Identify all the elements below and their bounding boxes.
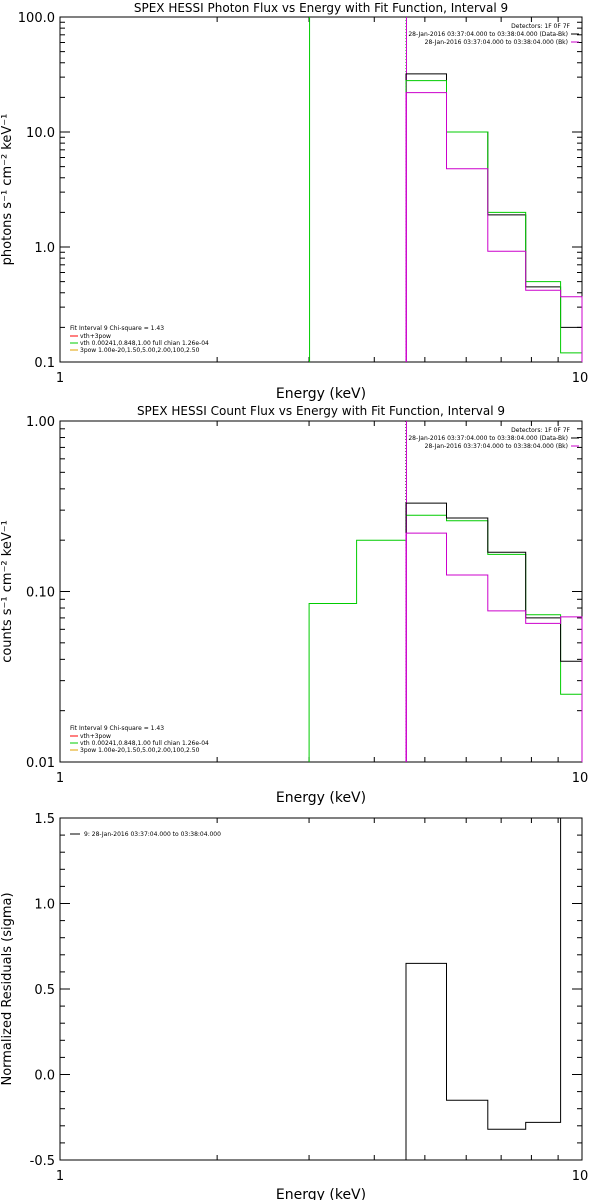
y-tick-label: 0.1	[34, 356, 55, 371]
series-step-2	[405, 80, 583, 362]
y-tick-label: 1.0	[34, 241, 55, 256]
x-axis-label-3: Energy (keV)	[276, 1187, 366, 1200]
x-tick-label: 10	[572, 1169, 589, 1184]
legend-fit-line: Fit Interval 9 Chi-square = 1.43	[70, 325, 164, 332]
x-tick-label: 10	[572, 371, 589, 386]
y-tick-label: 1.0	[34, 898, 55, 913]
legend-fit-line: Fit Interval 9 Chi-square = 1.43	[70, 725, 164, 732]
y-axis-label-3: Normalized Residuals (sigma)	[0, 892, 15, 1085]
series-step-1	[405, 817, 583, 1160]
y-tick-label: -0.5	[30, 1154, 55, 1169]
y-axis-label-2: counts s⁻¹ cm⁻² keV⁻¹	[0, 520, 15, 663]
legend-entry: vth+3pow	[80, 333, 111, 340]
y-tick-label: 0.0	[34, 1069, 55, 1084]
y-tick-label: 0.10	[26, 586, 55, 601]
y-tick-label: 1.00	[26, 415, 55, 430]
chart-title-2: SPEX HESSI Count Flux vs Energy with Fit…	[137, 404, 505, 418]
y-tick-label: 10.0	[26, 126, 55, 141]
header-line-bk: 28-Jan-2016 03:37:04.000 to 03:38:04.000…	[425, 39, 568, 46]
header-line-data: 28-Jan-2016 03:37:04.000 to 03:38:04.000…	[408, 435, 568, 442]
legend-entry: vth 0.00241,0.848,1.00 full chian 1.26e-…	[80, 340, 209, 347]
x-tick-label: 1	[56, 371, 64, 386]
y-tick-label: 100.0	[18, 11, 55, 26]
legend-entry: 3pow 1.00e-20,1.50,5.00,2.00,100,2.50	[80, 747, 200, 754]
series-step-1	[405, 502, 583, 762]
x-tick-label: 1	[56, 1169, 64, 1184]
detectors-label: Detectors: 1F 0F 7F	[511, 23, 570, 30]
plot-frame-2	[59, 420, 583, 763]
x-tick-label: 10	[572, 771, 589, 786]
header-line-data: 28-Jan-2016 03:37:04.000 to 03:38:04.000…	[408, 31, 568, 38]
x-axis-label-1: Energy (keV)	[276, 386, 366, 402]
legend-entry: 9: 28-Jan-2016 03:37:04.000 to 03:38:04.…	[84, 831, 221, 838]
x-tick-label: 1	[56, 771, 64, 786]
y-axis-label-1: photons s⁻¹ cm⁻² keV⁻¹	[0, 114, 15, 266]
y-tick-label: 1.5	[34, 812, 55, 827]
series-step-3	[405, 92, 583, 362]
legend-entry: vth 0.00241,0.848,1.00 full chian 1.26e-…	[80, 740, 209, 747]
series-step-1	[405, 73, 583, 362]
header-line-bk: 28-Jan-2016 03:37:04.000 to 03:38:04.000…	[425, 443, 568, 450]
y-tick-label: 0.5	[34, 983, 55, 998]
detectors-label: Detectors: 1F 0F 7F	[511, 427, 570, 434]
chart-title-1: SPEX HESSI Photon Flux vs Energy with Fi…	[134, 1, 508, 15]
legend-entry: 3pow 1.00e-20,1.50,5.00,2.00,100,2.50	[80, 347, 200, 354]
y-tick-label: 0.01	[26, 756, 55, 771]
x-axis-label-2: Energy (keV)	[276, 790, 366, 806]
plot-frame-1	[59, 16, 583, 363]
series-step-green	[308, 514, 583, 762]
series-step-2	[405, 532, 583, 762]
plot-frame-3	[59, 817, 583, 1161]
legend-entry: vth+3pow	[80, 733, 111, 740]
